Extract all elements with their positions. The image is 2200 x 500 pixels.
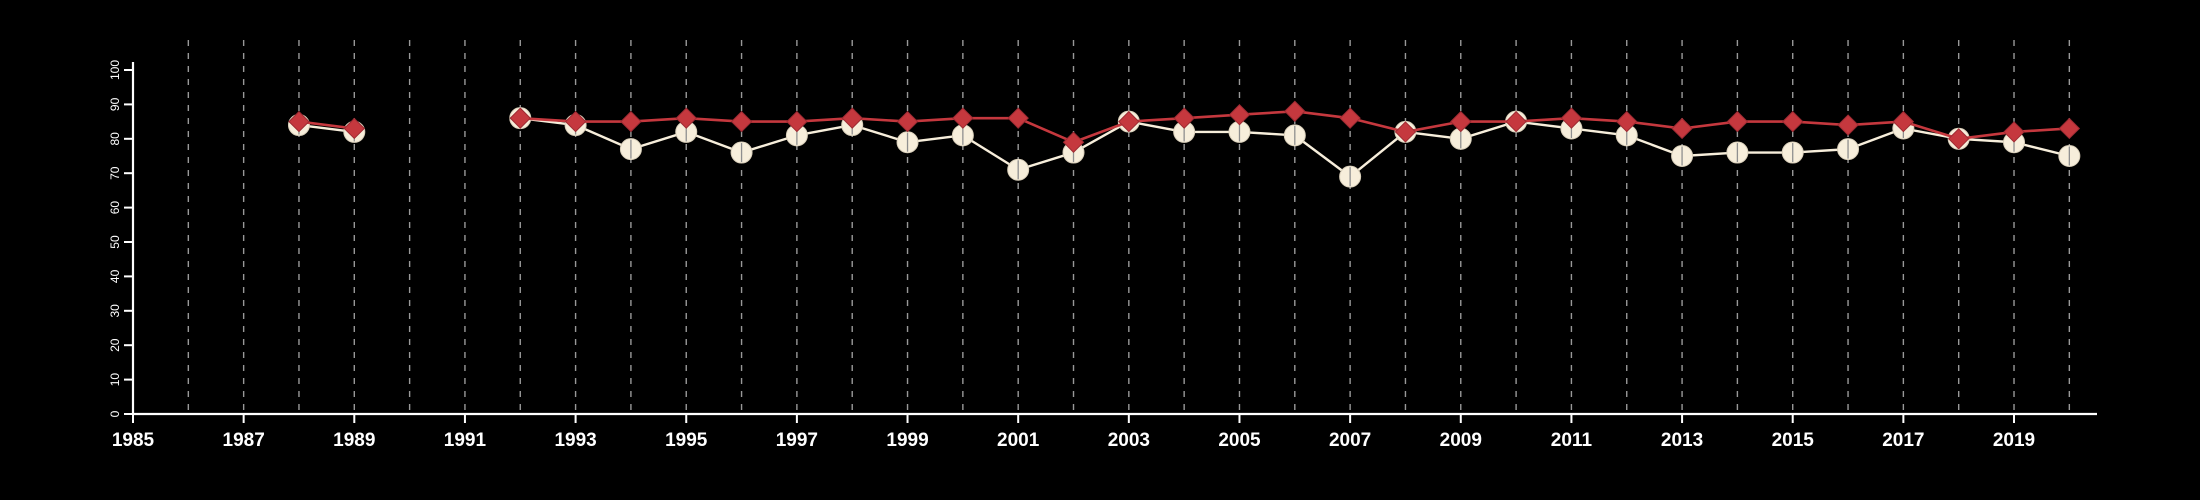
x-tick-label: 2009 xyxy=(1440,430,1482,451)
diamond-marker xyxy=(1062,131,1085,153)
axes: 1985 1987 1989 1991 1993 1995 1997 1999 2001 2003… xyxy=(108,60,2097,451)
x-tick-label: 1987 xyxy=(223,430,265,451)
x-tick-label: 2005 xyxy=(1218,430,1261,451)
x-tick-label: 2001 xyxy=(997,430,1040,451)
y-tick-label: 0 xyxy=(108,410,122,417)
y-tick-label: 90 xyxy=(108,97,122,111)
x-tick-label: 2017 xyxy=(1882,430,1924,451)
diamond-marker xyxy=(730,110,753,133)
diamond-marker xyxy=(1892,110,1915,133)
diamond-marker xyxy=(1118,110,1140,133)
diamond-marker xyxy=(1616,110,1638,133)
diamond-marker xyxy=(841,107,863,129)
x-tick-label: 2007 xyxy=(1329,430,1371,451)
x-tick-label: 1997 xyxy=(776,430,818,451)
diamond-marker xyxy=(564,110,587,133)
diamond-marker xyxy=(1560,107,1583,129)
diamond-marker xyxy=(1671,117,1693,140)
y-tick-label: 70 xyxy=(108,166,122,180)
y-tick-label: 20 xyxy=(108,338,122,352)
x-tick-label: 2003 xyxy=(1108,430,1150,451)
diamond-marker xyxy=(1947,128,1970,150)
diamond-marker xyxy=(786,110,808,133)
x-tick-label: 1991 xyxy=(444,430,487,451)
diamond-marker xyxy=(1782,110,1804,133)
diamond-marker xyxy=(1726,110,1749,133)
red-diamond-series xyxy=(288,100,2081,153)
diamond-marker xyxy=(1394,121,1417,143)
diamond-marker xyxy=(1284,100,1306,122)
diamond-marker xyxy=(1450,110,1472,133)
diamond-marker xyxy=(1228,104,1251,126)
diamond-marker xyxy=(509,107,531,129)
diamond-marker xyxy=(952,107,974,129)
diamond-marker xyxy=(1173,107,1195,129)
x-tick-label: 2019 xyxy=(1993,430,2035,451)
x-tick-label: 1995 xyxy=(665,430,708,451)
y-tick-label: 100 xyxy=(108,60,122,80)
y-tick-label: 40 xyxy=(108,269,122,283)
gridlines xyxy=(187,40,2071,414)
diamond-marker xyxy=(1007,107,1029,129)
diamond-marker xyxy=(343,117,366,140)
x-tick-label: 1999 xyxy=(886,430,928,451)
diamond-marker xyxy=(1339,107,1361,129)
diamond-marker xyxy=(620,110,642,133)
x-tick-label: 1985 xyxy=(112,430,155,451)
x-tick-label: 2015 xyxy=(1772,430,1815,451)
x-tick-label: 1993 xyxy=(554,430,596,451)
y-tick-label: 30 xyxy=(108,304,122,318)
diamond-marker xyxy=(1505,110,1527,133)
x-tick-label: 2011 xyxy=(1551,430,1593,451)
diamond-marker xyxy=(2058,117,2081,140)
y-tick-label: 10 xyxy=(108,373,122,387)
y-tick-label: 60 xyxy=(108,201,122,215)
diamond-marker xyxy=(675,107,697,129)
y-tick-label: 80 xyxy=(108,132,122,146)
diamond-marker xyxy=(896,110,919,133)
diamond-marker xyxy=(2003,121,2025,143)
y-tick-label: 50 xyxy=(108,235,122,249)
x-tick-label: 1989 xyxy=(333,430,375,451)
diamond-marker xyxy=(1837,114,1859,136)
x-tick-label: 2013 xyxy=(1661,430,1703,451)
diamond-marker xyxy=(288,110,310,133)
